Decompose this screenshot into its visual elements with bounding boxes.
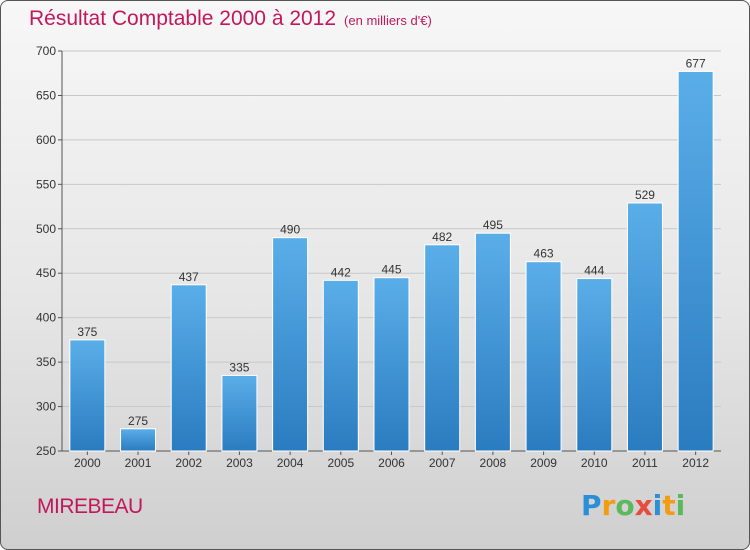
x-tick-label-2001: 2001 xyxy=(125,456,152,470)
data-label-2000: 375 xyxy=(77,325,97,339)
y-tick-label-600: 600 xyxy=(36,133,56,147)
x-tick-label-2000: 2000 xyxy=(74,456,101,470)
y-tick-label-650: 650 xyxy=(36,88,56,102)
bar-2002 xyxy=(170,284,207,452)
bar-2001 xyxy=(120,428,157,452)
bar-2011 xyxy=(626,202,663,452)
y-tick-label-500: 500 xyxy=(36,222,56,236)
labels: 2000 375 2001 275 2002 437 2003 335 2004 490 2005 4… xyxy=(74,56,709,470)
data-label-2007: 482 xyxy=(432,230,452,244)
data-label-2012: 677 xyxy=(686,56,706,70)
x-tick-label-2005: 2005 xyxy=(327,456,354,470)
data-label-2009: 463 xyxy=(534,247,554,261)
data-label-2001: 275 xyxy=(128,414,148,428)
commune-name: MIREBEAU xyxy=(37,495,143,518)
x-tick-label-2004: 2004 xyxy=(277,456,304,470)
bar-2008 xyxy=(474,232,511,452)
x-tick-label-2009: 2009 xyxy=(530,456,557,470)
y-tick-label-700: 700 xyxy=(36,44,56,58)
x-tick-label-2003: 2003 xyxy=(226,456,253,470)
data-label-2002: 437 xyxy=(179,270,199,284)
y-tick-label-350: 350 xyxy=(36,355,56,369)
bar-2006 xyxy=(373,277,410,452)
bar-2004 xyxy=(272,237,309,452)
y-tick-label-400: 400 xyxy=(36,311,56,325)
bar-2000 xyxy=(69,339,106,452)
x-tick-label-2006: 2006 xyxy=(378,456,405,470)
data-label-2004: 490 xyxy=(280,223,300,237)
bar-2009 xyxy=(525,261,562,452)
y-tick-label-250: 250 xyxy=(36,444,56,458)
data-label-2010: 444 xyxy=(584,264,604,278)
data-label-2003: 335 xyxy=(229,360,249,374)
y-tick-label-300: 300 xyxy=(36,400,56,414)
data-label-2008: 495 xyxy=(483,218,503,232)
chart-title: Résultat Comptable 2000 à 2012 (en millie… xyxy=(29,7,432,31)
bar-2003 xyxy=(221,374,258,452)
bar-2010 xyxy=(576,278,613,452)
chart-subtitle: (en milliers d'€) xyxy=(344,13,432,28)
x-tick-label-2002: 2002 xyxy=(175,456,202,470)
data-label-2005: 442 xyxy=(331,265,351,279)
x-tick-label-2008: 2008 xyxy=(480,456,507,470)
bar-2007 xyxy=(424,244,461,452)
data-label-2006: 445 xyxy=(381,263,401,277)
x-tick-label-2011: 2011 xyxy=(632,456,658,470)
bar-2012 xyxy=(677,70,714,452)
data-label-2011: 529 xyxy=(635,188,655,202)
x-tick-label-2010: 2010 xyxy=(581,456,608,470)
proxiti-logo: Proxiti xyxy=(581,489,686,522)
x-tick-label-2012: 2012 xyxy=(682,456,709,470)
chart-title-text: Résultat Comptable 2000 à 2012 xyxy=(29,7,337,30)
x-tick-label-2007: 2007 xyxy=(429,456,456,470)
y-tick-label-450: 450 xyxy=(36,266,56,280)
bar-2005 xyxy=(322,279,359,452)
y-tick-label-550: 550 xyxy=(36,177,56,191)
bars xyxy=(69,70,714,452)
